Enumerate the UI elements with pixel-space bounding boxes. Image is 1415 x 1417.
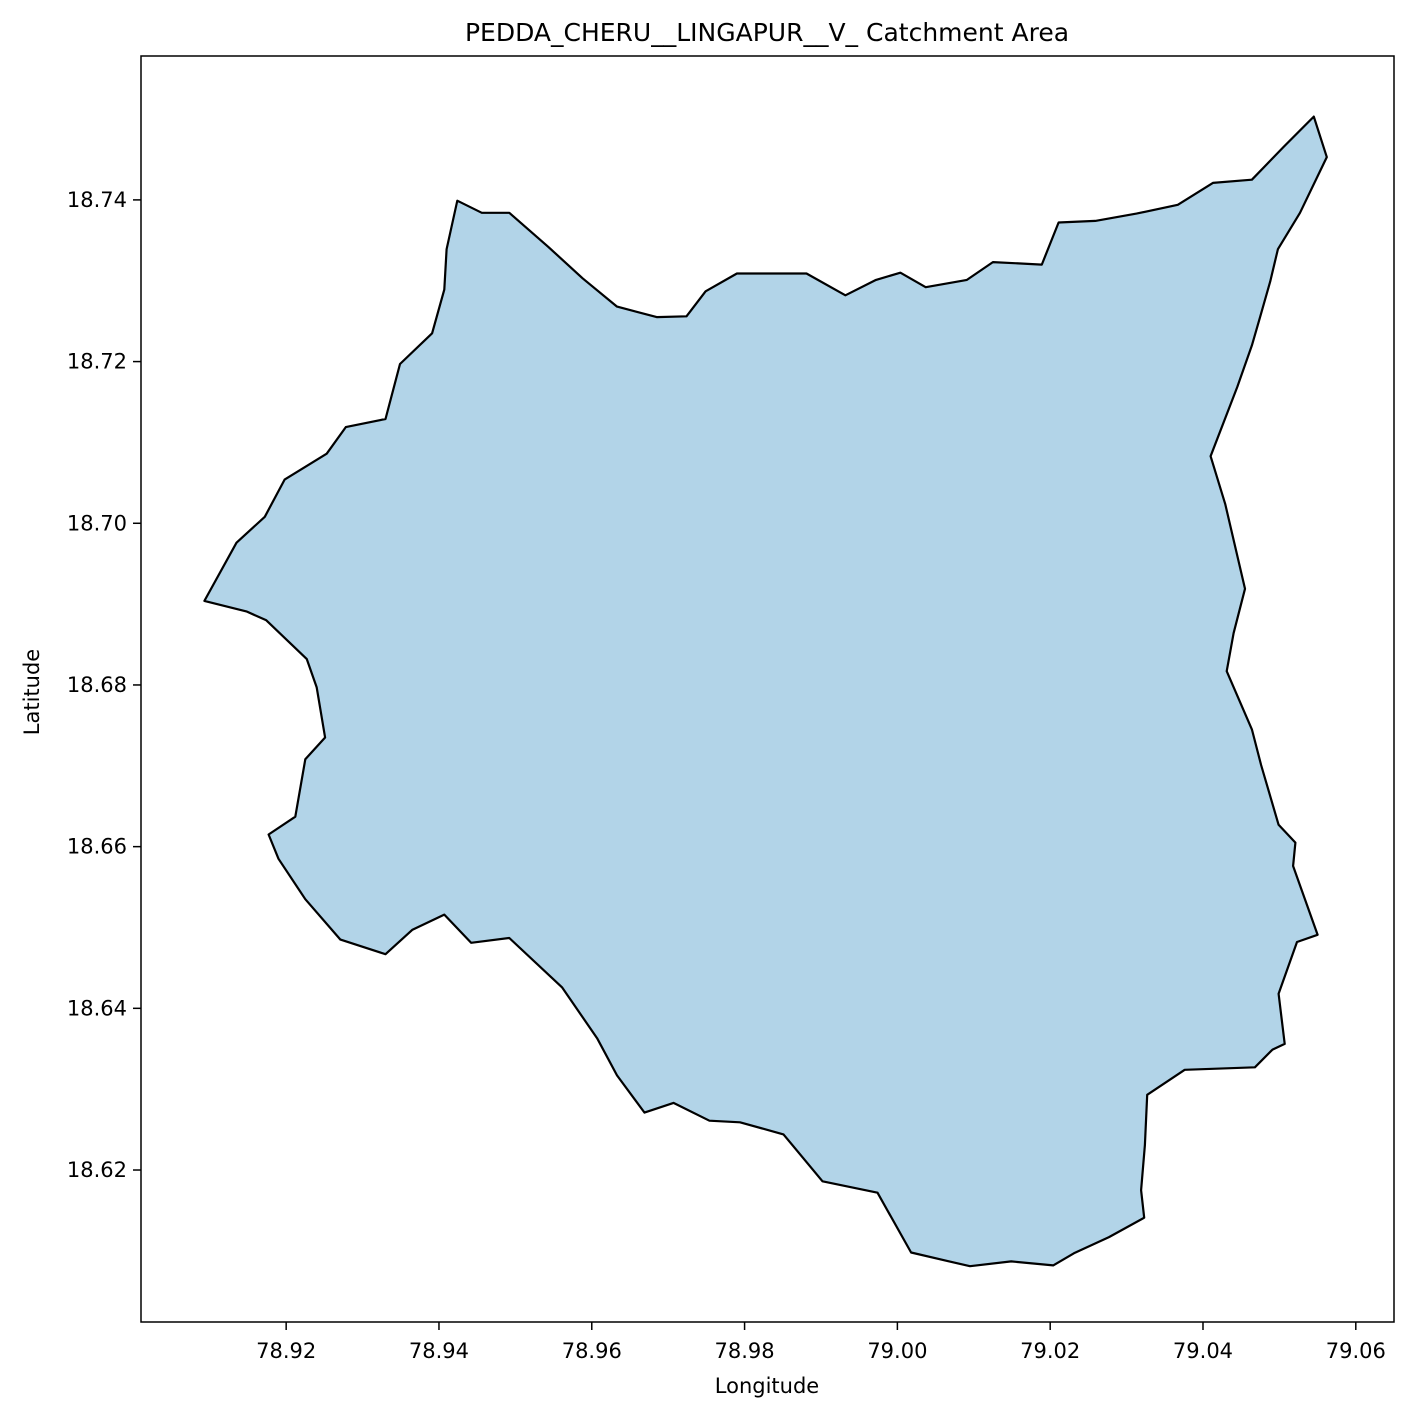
y-tick-label: 18.70 xyxy=(67,511,127,535)
x-tick-label: 78.98 xyxy=(715,1339,775,1363)
x-tick-label: 79.06 xyxy=(1326,1339,1386,1363)
x-tick-label: 79.00 xyxy=(867,1339,927,1363)
axes-frame xyxy=(140,55,1395,1323)
y-tick-label: 18.64 xyxy=(67,996,127,1020)
y-tick-label: 18.68 xyxy=(67,673,127,697)
catchment-area-polygon xyxy=(203,115,1328,1268)
x-tick-label: 78.94 xyxy=(409,1339,469,1363)
x-axis-ticks: 78.92 78.94 78.96 78.98 79.00 79.02 79.04 79.06 xyxy=(256,1322,1386,1363)
x-tick-label: 79.04 xyxy=(1173,1339,1233,1363)
y-tick-label: 18.74 xyxy=(67,188,127,212)
x-tick-label: 79.02 xyxy=(1020,1339,1080,1363)
y-axis-label: Latitude xyxy=(20,649,44,735)
y-tick-label: 18.66 xyxy=(67,835,127,859)
x-tick-label: 78.96 xyxy=(562,1339,622,1363)
y-axis-ticks: 18.62 18.64 18.66 18.68 18.70 18.72 18.74 xyxy=(67,188,141,1182)
plot-area xyxy=(203,115,1328,1268)
map-title: PEDDA_CHERU__LINGAPUR__V_ Catchment Area xyxy=(465,18,1069,47)
x-axis-label: Longitude xyxy=(715,1374,819,1398)
y-tick-label: 18.72 xyxy=(67,350,127,374)
y-tick-label: 18.62 xyxy=(67,1158,127,1182)
x-tick-label: 78.92 xyxy=(256,1339,316,1363)
